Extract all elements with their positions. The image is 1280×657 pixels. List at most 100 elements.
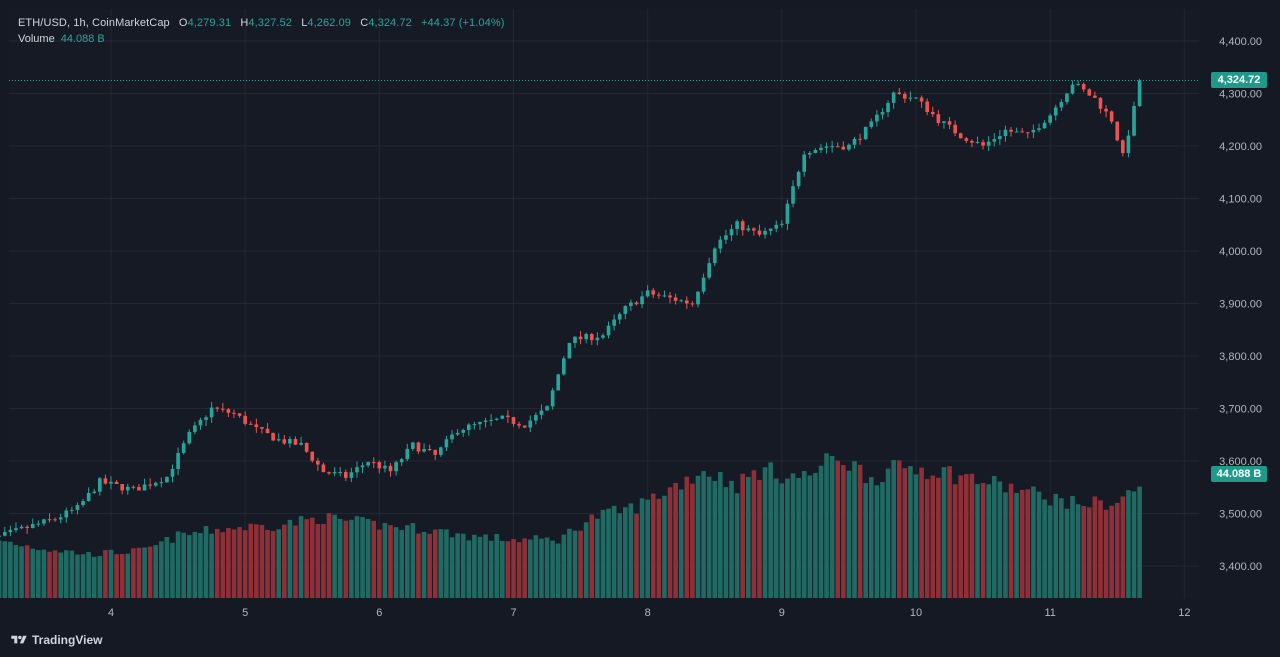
volume-bar bbox=[874, 485, 880, 598]
candle-body bbox=[1081, 84, 1086, 90]
volume-bar bbox=[1114, 502, 1120, 598]
volume-bar bbox=[2, 541, 8, 598]
volume-legend: Volume 44.088 B bbox=[18, 33, 105, 45]
candle-body bbox=[215, 407, 220, 409]
candle-body bbox=[712, 248, 717, 264]
candle-body bbox=[64, 510, 69, 518]
volume-bar bbox=[181, 532, 186, 598]
candle-body bbox=[422, 449, 426, 452]
volume-bar bbox=[483, 534, 488, 598]
low-value: 4,262.09 bbox=[307, 17, 352, 29]
candle-body bbox=[383, 465, 387, 469]
volume-bar bbox=[522, 538, 527, 598]
price-tick-label: 3,500.00 bbox=[1219, 509, 1262, 521]
volume-bar bbox=[578, 530, 583, 598]
candle-body bbox=[595, 337, 600, 341]
volume-label[interactable]: Volume bbox=[18, 33, 55, 45]
candle-body bbox=[47, 519, 52, 521]
volume-bar bbox=[265, 529, 270, 598]
candle-body bbox=[998, 136, 1002, 140]
volume-bars bbox=[0, 453, 1142, 598]
volume-bar bbox=[432, 529, 438, 598]
candle-body bbox=[1037, 128, 1041, 130]
candle-body bbox=[142, 484, 147, 491]
volume-bar bbox=[544, 537, 550, 598]
volume-bar bbox=[159, 541, 164, 598]
candle-body bbox=[170, 468, 175, 477]
volume-bar bbox=[762, 467, 768, 598]
candle-body bbox=[70, 509, 74, 511]
volume-bar bbox=[315, 524, 321, 598]
symbol-label[interactable]: ETH/USD, 1h, CoinMarketCap bbox=[18, 17, 170, 29]
volume-bar bbox=[259, 524, 265, 598]
volume-bar bbox=[701, 471, 706, 598]
candle-body bbox=[1014, 131, 1019, 133]
volume-bar bbox=[801, 470, 807, 598]
candle-body bbox=[265, 428, 270, 434]
candle-body bbox=[847, 144, 851, 150]
candle-body bbox=[243, 415, 247, 424]
volume-bar bbox=[908, 466, 913, 598]
candle-body bbox=[975, 142, 980, 144]
volume-bar bbox=[930, 475, 936, 598]
time-tick-label: 7 bbox=[510, 607, 516, 619]
candle-body bbox=[684, 300, 689, 304]
volume-bar bbox=[52, 550, 58, 598]
candle-body bbox=[1031, 129, 1036, 133]
candle-body bbox=[550, 390, 555, 407]
candle-body bbox=[444, 439, 449, 448]
volume-bar bbox=[164, 536, 170, 598]
volume-bar bbox=[1109, 505, 1114, 598]
volume-bar bbox=[673, 483, 678, 598]
candle-body bbox=[75, 505, 80, 510]
candle-body bbox=[601, 335, 605, 338]
candle-body bbox=[92, 491, 97, 493]
candle-body bbox=[103, 478, 108, 484]
candle-body bbox=[807, 152, 812, 155]
volume-bar bbox=[30, 548, 36, 598]
candle-body bbox=[1042, 122, 1047, 129]
candle-body bbox=[718, 239, 723, 249]
candle-body bbox=[248, 423, 253, 425]
volume-bar bbox=[678, 489, 684, 598]
volume-bar bbox=[500, 540, 505, 598]
chart-legend: ETH/USD, 1h, CoinMarketCap O4,279.31 H4,… bbox=[18, 17, 504, 29]
candle-body bbox=[556, 374, 561, 391]
volume-bar bbox=[108, 549, 114, 598]
candle-body bbox=[500, 415, 505, 419]
price-tick-label: 4,400.00 bbox=[1219, 36, 1262, 48]
volume-bar bbox=[684, 476, 690, 598]
candle-body bbox=[483, 420, 488, 423]
volume-bar bbox=[1064, 508, 1070, 598]
volume-bar bbox=[891, 460, 896, 598]
volume-bar bbox=[561, 534, 567, 598]
volume-bar bbox=[13, 545, 19, 598]
candle-body bbox=[1048, 115, 1052, 123]
candle-body bbox=[863, 126, 868, 140]
volume-bar bbox=[254, 524, 259, 598]
candle-body bbox=[14, 528, 18, 531]
candle-body bbox=[1137, 80, 1142, 107]
volume-bar bbox=[382, 523, 388, 598]
volume-bar bbox=[723, 487, 729, 598]
candle-body bbox=[58, 517, 63, 520]
volume-bar bbox=[337, 518, 343, 598]
volume-tag: 44.088 B bbox=[1211, 466, 1267, 482]
candle-body bbox=[98, 478, 102, 492]
volume-bar bbox=[841, 465, 846, 598]
volume-bar bbox=[539, 538, 544, 598]
volume-bar bbox=[667, 487, 673, 598]
candle-body bbox=[640, 296, 644, 305]
volume-bar bbox=[326, 513, 332, 598]
candle-body bbox=[768, 228, 773, 231]
volume-bar bbox=[567, 528, 572, 598]
time-tick-label: 8 bbox=[645, 607, 651, 619]
tradingview-brand[interactable]: TradingView bbox=[10, 633, 102, 647]
volume-bar bbox=[242, 530, 248, 598]
volume-bar bbox=[360, 517, 365, 598]
price-tick-label: 3,600.00 bbox=[1219, 456, 1262, 468]
candle-body bbox=[953, 124, 957, 134]
volume-bar bbox=[1042, 499, 1047, 598]
candle-body bbox=[193, 425, 197, 432]
